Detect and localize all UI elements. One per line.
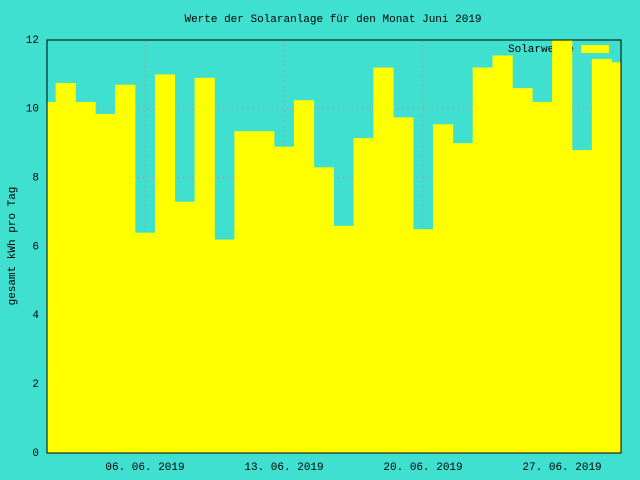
bar: [452, 143, 473, 453]
y-axis-label: gesamt kWh pro Tag: [7, 187, 19, 306]
y-tick-label: 6: [32, 241, 39, 253]
bar: [154, 74, 176, 453]
bar: [313, 167, 334, 453]
bar: [293, 100, 315, 453]
bar: [393, 117, 414, 453]
plot-border: [46, 39, 622, 454]
bar: [274, 146, 295, 453]
y-tick-label: 2: [32, 379, 39, 391]
bar: [115, 84, 136, 453]
bar: [174, 201, 195, 453]
bar: [333, 225, 354, 453]
bar: [591, 58, 613, 453]
bar: [571, 150, 593, 453]
y-tick-label: 12: [26, 35, 39, 47]
y-tick-label: 4: [32, 310, 39, 322]
bar: [353, 138, 374, 453]
bar: [75, 101, 96, 453]
bar: [254, 131, 275, 453]
legend-swatch: [581, 45, 609, 53]
bar: [492, 55, 513, 453]
bar: [413, 229, 434, 453]
x-tick-label: 06. 06. 2019: [105, 462, 184, 474]
x-tick-label: 27. 06. 2019: [522, 462, 601, 474]
x-tick-label: 20. 06. 2019: [383, 462, 462, 474]
bar: [532, 101, 553, 453]
bar: [512, 88, 533, 453]
bar: [194, 77, 215, 453]
x-tick-label: 13. 06. 2019: [244, 462, 323, 474]
y-tick-label: 10: [26, 104, 39, 116]
bar: [472, 67, 493, 453]
chart-title: Werte der Solaranlage für den Monat Juni…: [184, 14, 481, 26]
bar: [373, 67, 394, 453]
bar: [611, 62, 621, 453]
bar: [552, 40, 573, 453]
bar: [214, 239, 235, 453]
y-tick-label: 8: [32, 173, 39, 185]
bar: [95, 113, 116, 453]
bar: [432, 124, 454, 453]
bar: [55, 83, 76, 453]
bar: [234, 131, 255, 453]
bar: [135, 232, 156, 453]
bar: [47, 101, 56, 453]
y-tick-label: 0: [32, 448, 39, 460]
